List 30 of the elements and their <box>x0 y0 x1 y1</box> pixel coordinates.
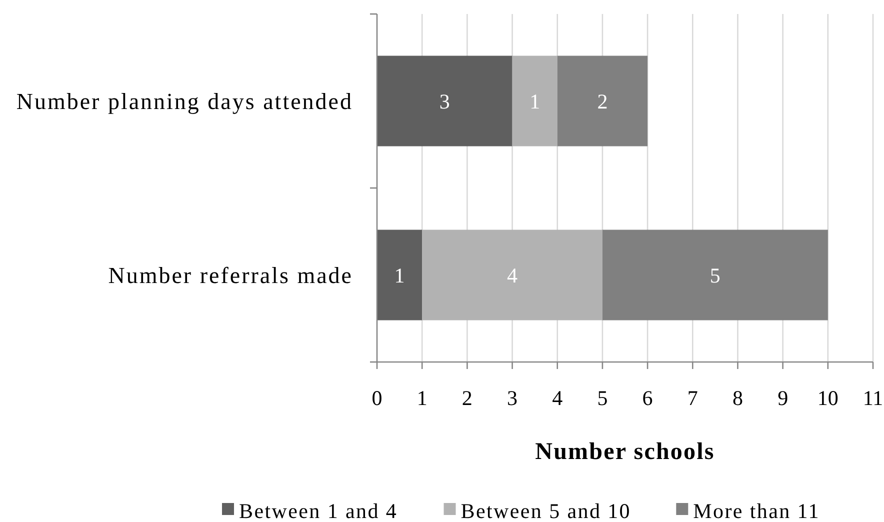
x-tick-label: 6 <box>642 386 653 410</box>
x-tick-label: 0 <box>372 386 382 410</box>
data-label: 4 <box>507 263 518 288</box>
y-tick-label: Number referrals made <box>108 263 353 288</box>
y-tick-label: Number planning days attended <box>16 89 353 114</box>
bar <box>377 56 512 146</box>
x-tick-label: 9 <box>778 386 788 410</box>
x-tick-label: 10 <box>817 386 838 410</box>
data-label: 1 <box>530 89 540 114</box>
bar <box>377 230 422 320</box>
data-label: 5 <box>710 263 720 288</box>
x-tick-label: 8 <box>732 386 743 410</box>
data-label: 3 <box>439 89 450 114</box>
x-tick-label: 11 <box>862 386 884 410</box>
bar <box>512 56 558 146</box>
x-tick-label: 3 <box>507 386 518 410</box>
x-tick-label: 2 <box>462 386 472 410</box>
bar <box>602 230 828 320</box>
data-label: 2 <box>597 89 608 114</box>
data-label: 1 <box>394 263 405 288</box>
bar <box>557 56 648 146</box>
x-axis-title: Number schools <box>535 439 715 465</box>
legend-label: More than 11 <box>693 499 820 522</box>
x-tick-label: 1 <box>416 386 428 410</box>
legend-label: Between 1 and 4 <box>239 499 398 522</box>
bar <box>422 230 602 320</box>
x-tick-label: 7 <box>687 386 698 410</box>
x-tick-label: 5 <box>597 386 608 410</box>
x-tick-label: 4 <box>552 386 564 410</box>
legend-label: Between 5 and 10 <box>460 499 631 522</box>
